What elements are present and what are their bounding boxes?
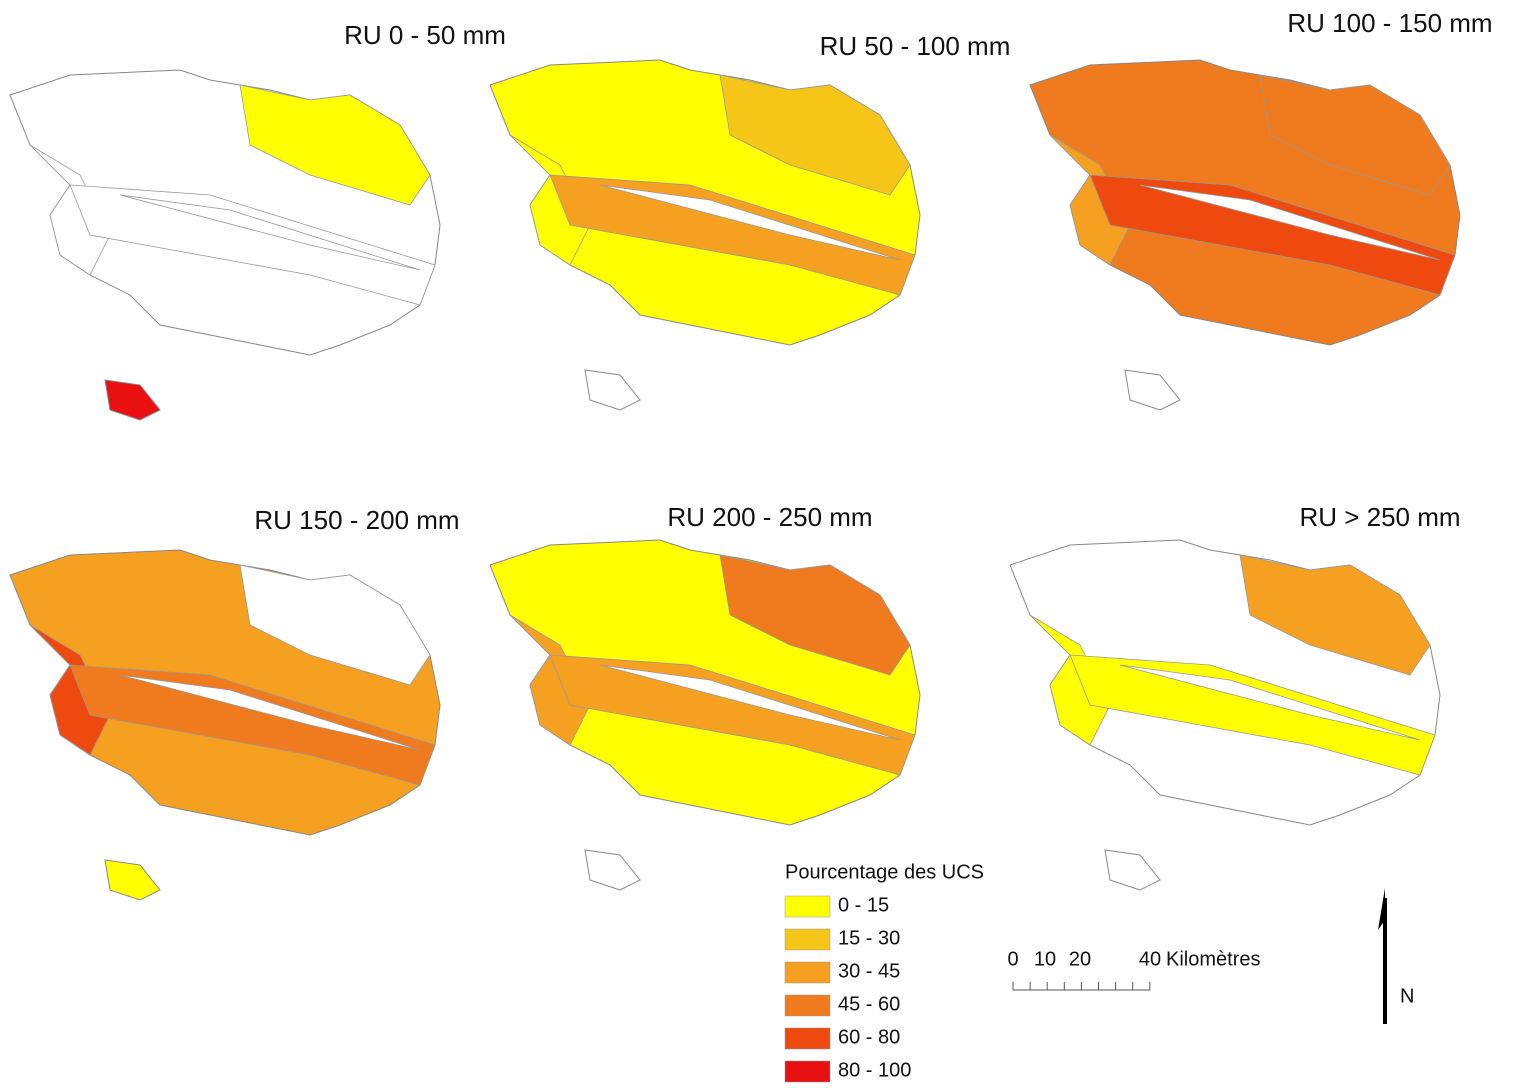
island <box>585 850 640 890</box>
map-figure: Pourcentage des UCS 0 - 15 15 - 30 30 - 45… <box>0 0 1516 1083</box>
panel-title: RU 100 - 150 mm <box>1287 8 1492 38</box>
legend-swatch <box>785 962 830 983</box>
north-arrow: N <box>1378 888 1414 1024</box>
legend-swatch <box>785 929 830 950</box>
island <box>105 860 160 900</box>
legend-swatch <box>785 896 830 917</box>
map-panel <box>1030 60 1460 410</box>
island <box>105 380 160 420</box>
legend-label: 0 - 15 <box>838 894 889 916</box>
island <box>585 370 640 410</box>
panel-title: RU 200 - 250 mm <box>667 502 872 532</box>
legend-label: 80 - 100 <box>838 1059 911 1081</box>
island <box>1105 850 1160 890</box>
panel-title: RU 0 - 50 mm <box>344 20 506 50</box>
island <box>1125 370 1180 410</box>
panel-title: RU > 250 mm <box>1299 502 1460 532</box>
panel-title: RU 150 - 200 mm <box>254 505 459 535</box>
scale-label: 40 <box>1139 948 1161 970</box>
legend-swatch <box>785 1061 830 1082</box>
legend-swatch <box>785 1028 830 1049</box>
legend-label: 15 - 30 <box>838 927 900 949</box>
scale-label: 20 <box>1069 948 1091 970</box>
legend-label: 45 - 60 <box>838 993 900 1015</box>
legend-title: Pourcentage des UCS <box>785 861 984 883</box>
legend-label: 30 - 45 <box>838 960 900 982</box>
panel-title: RU 50 - 100 mm <box>820 31 1011 61</box>
map-panel <box>10 70 440 420</box>
map-panel <box>10 550 440 900</box>
scale-label: 0 <box>1007 948 1018 970</box>
scale-label: 10 <box>1034 948 1056 970</box>
map-panel <box>1010 540 1440 890</box>
north-label: N <box>1400 985 1414 1007</box>
legend-swatch <box>785 995 830 1016</box>
scale-unit: Kilomètres <box>1166 948 1260 970</box>
map-panel <box>490 540 920 890</box>
map-panels <box>10 60 1460 900</box>
map-panel <box>490 60 920 410</box>
legend-label: 60 - 80 <box>838 1026 900 1048</box>
legend: Pourcentage des UCS 0 - 15 15 - 30 30 - 45… <box>785 861 984 1082</box>
